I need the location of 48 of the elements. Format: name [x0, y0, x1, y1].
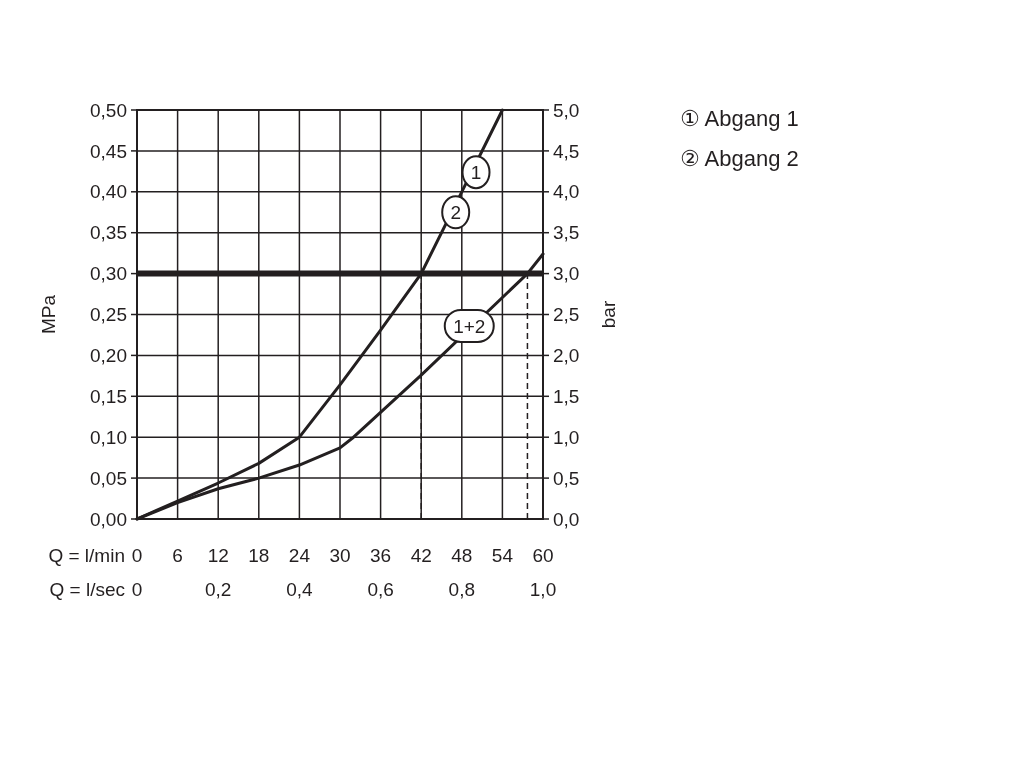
y-tick-label: 0,30	[90, 263, 127, 285]
x2-axis-title: Q = l/sec	[49, 579, 125, 600]
annotation: 2	[450, 201, 461, 223]
x-tick-label: 18	[248, 545, 270, 566]
y2-axis-title: bar	[598, 300, 619, 329]
y-tick-label: 0,15	[90, 385, 127, 407]
x2-tick-label: 1,0	[529, 579, 557, 600]
x-tick-label: 6	[172, 545, 183, 566]
y-tick-label: 0,20	[90, 345, 127, 367]
x-tick-label: 60	[532, 545, 554, 566]
y-tick-label: 0,50	[90, 99, 127, 121]
y2-tick-label: 1,5	[553, 385, 580, 407]
y-tick-label: 0,10	[90, 426, 127, 448]
y-tick-label: 0,35	[90, 222, 127, 244]
y2-tick-label: 2,0	[553, 345, 580, 367]
y-axis-title: MPa	[38, 294, 59, 335]
y2-tick-label: 2,5	[553, 304, 580, 326]
text: ② Abgang 2	[680, 146, 799, 171]
y-tick-label: 0,40	[90, 181, 127, 203]
x2-tick-label: 0,4	[286, 579, 314, 600]
y-tick-label: 0,05	[90, 467, 127, 489]
x-tick-label: 24	[288, 545, 311, 566]
x-tick-label: 36	[370, 545, 392, 566]
y2-tick-label: 4,0	[553, 181, 580, 203]
y2-tick-label: 0,0	[553, 508, 580, 530]
x-tick-label: 42	[410, 545, 432, 566]
y2-tick-label: 3,5	[553, 222, 580, 244]
x2-tick-label: 0	[131, 579, 143, 600]
y2-tick-label: 4,5	[553, 140, 580, 162]
y2-tick-label: 3,0	[553, 263, 580, 285]
x-tick-label: 30	[329, 545, 351, 566]
text: ① Abgang 1	[680, 106, 799, 131]
y2-tick-label: 1,0	[553, 426, 580, 448]
x-tick-label: 0	[131, 545, 143, 566]
x-tick-label: 12	[207, 545, 229, 566]
x2-tick-label: 0,2	[204, 579, 232, 600]
x2-tick-label: 0,8	[448, 579, 476, 600]
y-tick-label: 0,25	[90, 304, 127, 326]
y2-tick-label: 0,5	[553, 467, 580, 489]
x-tick-label: 54	[491, 545, 514, 566]
x-tick-label: 48	[451, 545, 473, 566]
y-tick-label: 0,45	[90, 140, 127, 162]
y-tick-label: 0,00	[90, 508, 127, 530]
annotation: 1+2	[453, 315, 486, 337]
x2-tick-label: 0,6	[367, 579, 394, 600]
y2-tick-label: 5,0	[553, 99, 580, 121]
x-axis-title: Q = l/min	[48, 545, 125, 566]
annotation: 1	[470, 161, 482, 183]
